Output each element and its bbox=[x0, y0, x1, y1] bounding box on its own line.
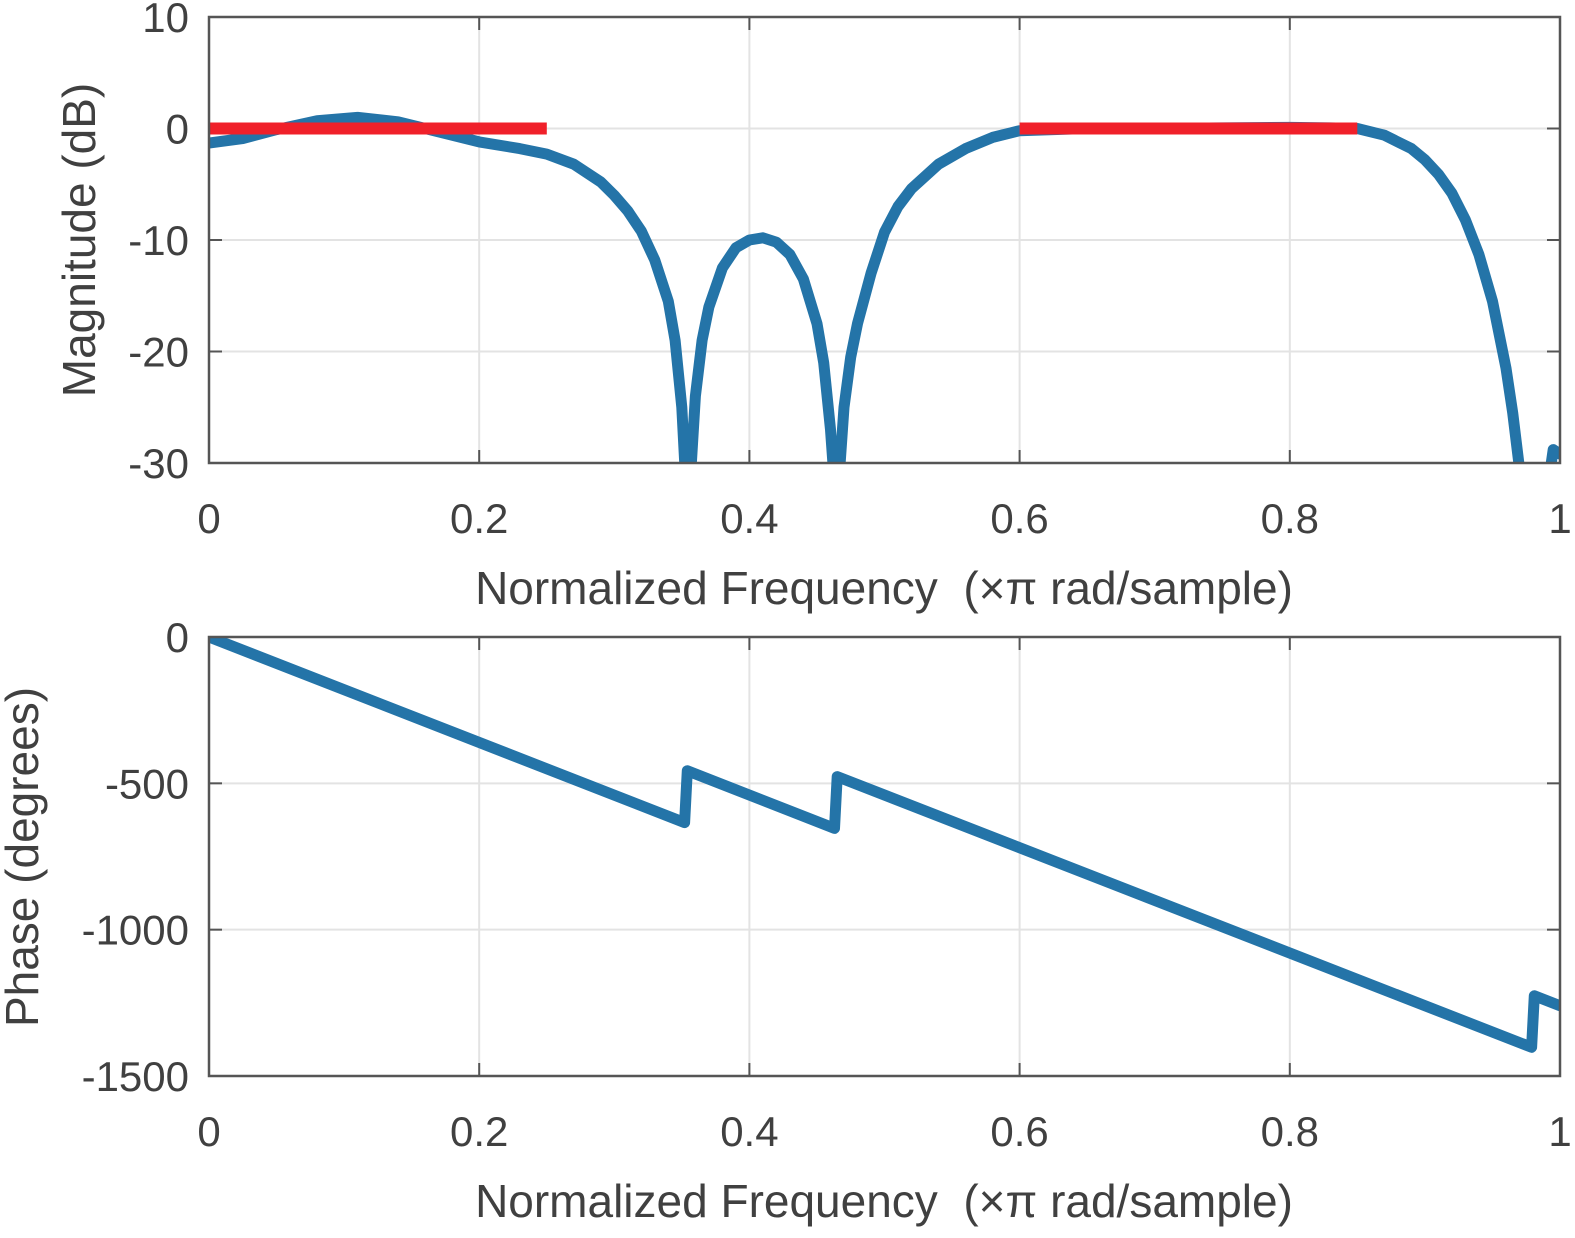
magnitude-y-tick-label: -20 bbox=[128, 329, 189, 376]
magnitude-y-tick-label: -10 bbox=[128, 217, 189, 264]
phase-response-line bbox=[209, 637, 1560, 1053]
phase-x-tick-label: 0.2 bbox=[450, 1108, 508, 1155]
magnitude-y-tick-label: 0 bbox=[166, 106, 189, 153]
magnitude-xlabel: Normalized Frequency (×π rad/sample) bbox=[475, 562, 1293, 614]
phase-y-tick-label: -1500 bbox=[82, 1053, 189, 1100]
magnitude-x-tick-label: 0 bbox=[197, 495, 220, 542]
magnitude-ylabel: Magnitude (dB) bbox=[53, 83, 105, 398]
phase-y-tick-label: -500 bbox=[105, 760, 189, 807]
phase-x-tick-label: 0.8 bbox=[1261, 1108, 1319, 1155]
phase-y-tick-label: -1000 bbox=[82, 907, 189, 954]
phase-x-tick-label: 1 bbox=[1548, 1108, 1571, 1155]
magnitude-x-tick-label: 0.6 bbox=[990, 495, 1048, 542]
phase-y-tick-label: 0 bbox=[166, 614, 189, 661]
phase-series-group bbox=[209, 637, 1560, 1053]
magnitude-y-tick-label: -30 bbox=[128, 440, 189, 487]
magnitude-x-tick-label: 0.8 bbox=[1261, 495, 1319, 542]
phase-plot-area bbox=[209, 637, 1560, 1076]
phase-axes-box bbox=[207, 635, 1562, 1078]
magnitude-series-group bbox=[209, 111, 1560, 463]
magnitude-x-tick-label: 0.4 bbox=[720, 495, 778, 542]
phase-xlabel: Normalized Frequency (×π rad/sample) bbox=[475, 1175, 1293, 1227]
phase-x-tick-label: 0.6 bbox=[990, 1108, 1048, 1155]
magnitude-x-tick-label: 0.2 bbox=[450, 495, 508, 542]
magnitude-response-line bbox=[209, 111, 1560, 463]
magnitude-y-tick-label: 10 bbox=[142, 0, 189, 41]
phase-x-tick-label: 0 bbox=[197, 1108, 220, 1155]
magnitude-axes-box bbox=[207, 15, 1562, 465]
phase-axes: 0 0.2 0.4 0.6 0.8 1 0 -500 -1000 -1500 Normalized… bbox=[0, 614, 1572, 1227]
magnitude-axes: 0 0.2 0.4 0.6 0.8 1 10 0 -10 -20 -30 Normalized Fr… bbox=[53, 0, 1572, 614]
phase-x-tick-label: 0.4 bbox=[720, 1108, 778, 1155]
magnitude-x-tick-label: 1 bbox=[1548, 495, 1571, 542]
phase-ylabel: Phase (degrees) bbox=[0, 687, 48, 1027]
